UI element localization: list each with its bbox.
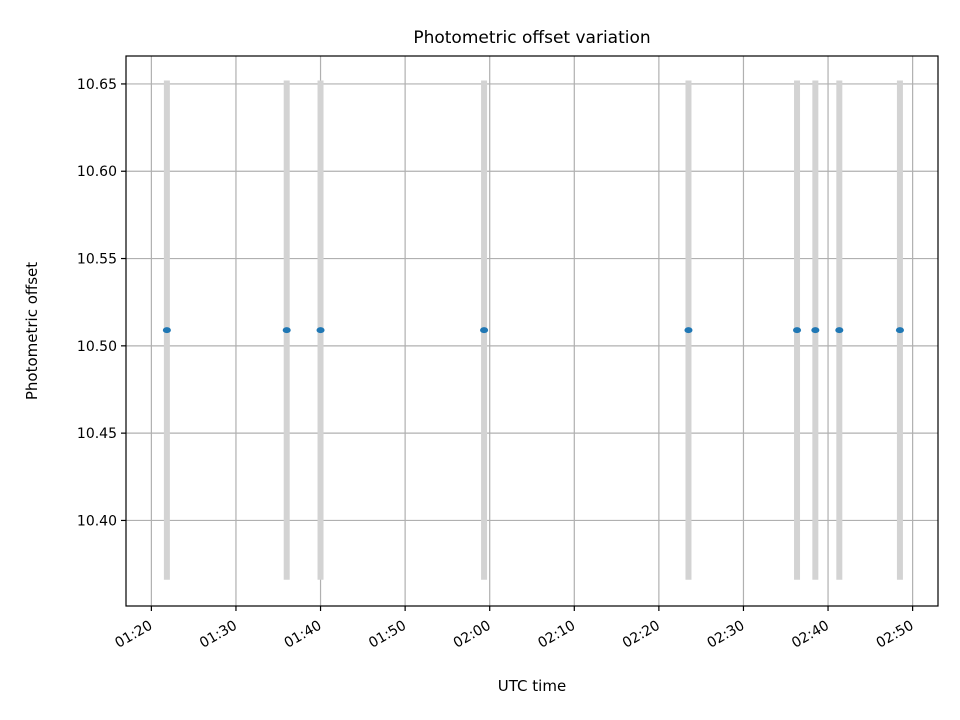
y-axis-label: Photometric offset (23, 262, 41, 400)
data-point (895, 327, 904, 334)
data-point (684, 327, 693, 334)
x-axis-ticks: 01:20 01:30 01:40 01:50 02:00 02:10 02:20 02:30… (112, 606, 917, 652)
y-tick-label: 10.60 (77, 164, 117, 180)
x-tick-label: 02:10 (535, 618, 578, 652)
x-tick-label: 02:00 (451, 618, 494, 652)
x-tick-label: 02:20 (620, 618, 663, 652)
data-point (811, 327, 820, 334)
data-points (162, 327, 904, 334)
grid (126, 56, 938, 606)
y-tick-label: 10.55 (77, 252, 117, 268)
x-tick-label: 02:50 (874, 618, 917, 652)
x-tick-label: 01:40 (282, 618, 325, 652)
chart-title: Photometric offset variation (413, 28, 650, 48)
x-tick-label: 02:40 (789, 618, 832, 652)
plot-area-frame (125, 55, 939, 607)
y-tick-label: 10.45 (77, 426, 117, 442)
x-tick-label: 01:20 (112, 618, 155, 652)
x-tick-label: 01:30 (197, 618, 240, 652)
x-tick-label: 01:50 (366, 618, 409, 652)
data-point (835, 327, 844, 334)
data-point (793, 327, 802, 334)
data-point (162, 327, 171, 334)
data-point (480, 327, 489, 334)
y-axis-ticks: 10.40 10.45 10.50 10.55 10.60 10.65 (77, 77, 126, 529)
data-point (282, 327, 291, 334)
error-bars (163, 80, 903, 580)
y-tick-label: 10.40 (77, 513, 117, 529)
x-tick-label: 02:30 (705, 618, 748, 652)
data-point (316, 327, 325, 334)
y-tick-label: 10.50 (77, 339, 117, 355)
y-tick-label: 10.65 (77, 77, 117, 93)
x-axis-label: UTC time (498, 677, 566, 695)
